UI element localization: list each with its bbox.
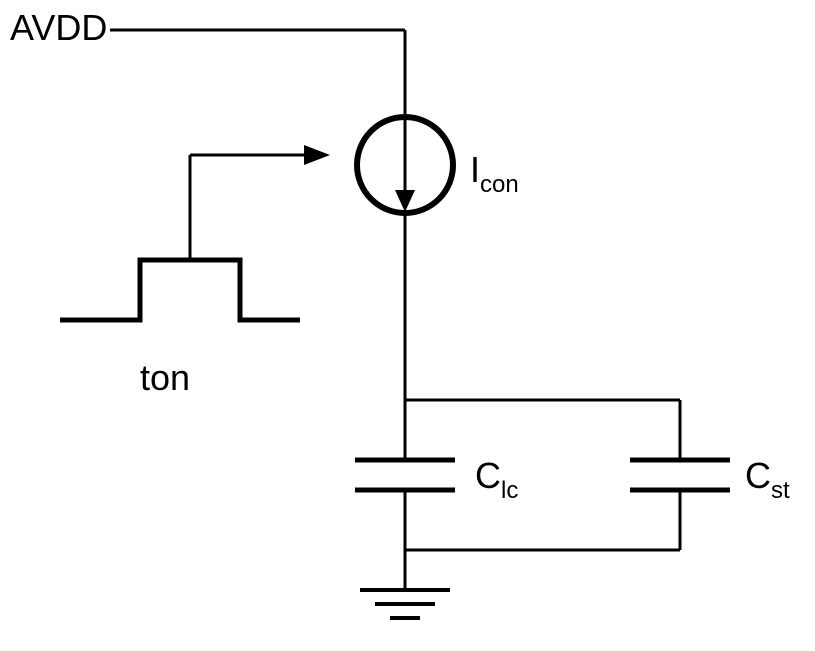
supply-label: AVDD: [10, 7, 107, 48]
cap-left-label: Clc: [475, 455, 518, 504]
current-source-label: Icon: [470, 149, 519, 198]
pulse-time-label: ton: [140, 357, 190, 398]
pulse-waveform: [60, 260, 300, 320]
pulse-arrow-head: [304, 145, 330, 165]
cap-right-label: Cst: [745, 455, 790, 504]
current-source-arrow-head: [395, 190, 415, 212]
circuit-diagram: AVDD Icon ton Clc Cst: [0, 0, 815, 651]
